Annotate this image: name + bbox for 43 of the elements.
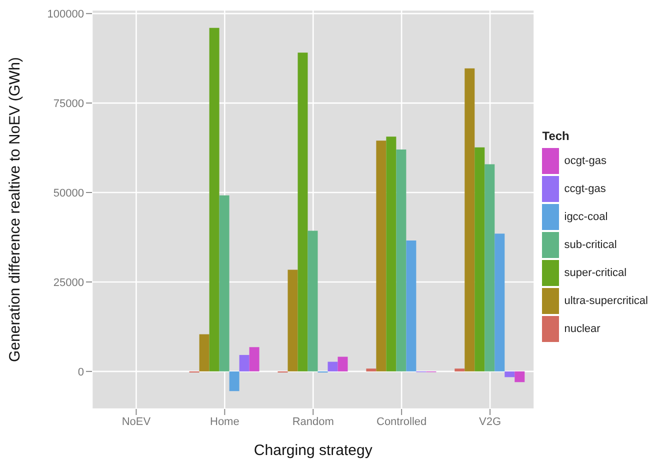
bar [366, 368, 376, 372]
legend-label: igcc-coal [564, 211, 608, 223]
bar [484, 164, 495, 372]
y-tick-label: 0 [78, 366, 84, 378]
bar [494, 234, 505, 372]
bar [298, 52, 308, 372]
x-tick-label: Home [210, 416, 240, 428]
y-tick-label: 100000 [47, 8, 84, 20]
legend-label: sub-critical [564, 239, 617, 251]
legend-title: Tech [542, 128, 570, 142]
legend-label: ccgt-gas [564, 183, 606, 195]
x-tick-label: V2G [479, 416, 502, 428]
legend-label: super-critical [564, 267, 627, 279]
y-tick-label: 50000 [53, 187, 84, 200]
y-axis-title: Generation difference realtive to NoEV (GWh) [6, 57, 24, 362]
bar [464, 68, 475, 372]
legend-label: nuclear [564, 323, 600, 335]
x-tick-label: NoEV [122, 416, 152, 428]
bar [209, 28, 220, 372]
bar [406, 240, 416, 372]
y-tick-label: 75000 [53, 98, 84, 110]
legend-label: ocgt-gas [564, 155, 606, 167]
bar [229, 371, 240, 392]
x-tick-label: Controlled [376, 416, 427, 428]
bar [249, 347, 260, 372]
y-tick-label: 25000 [53, 276, 84, 289]
bar [328, 362, 338, 372]
bar [396, 150, 406, 372]
bar [376, 140, 386, 372]
bar [454, 368, 465, 372]
x-axis-title: Charging strategy [254, 442, 373, 459]
x-tick-label: Random [292, 416, 334, 428]
bar [386, 136, 396, 372]
bar [239, 354, 250, 372]
bar [474, 147, 485, 372]
bar [308, 230, 318, 372]
legend-label: ultra-supercritical [564, 295, 648, 307]
bar [514, 371, 525, 382]
bar [338, 356, 348, 372]
bar [219, 195, 230, 372]
bar [288, 270, 298, 372]
bar [504, 371, 515, 378]
bar [199, 334, 210, 372]
